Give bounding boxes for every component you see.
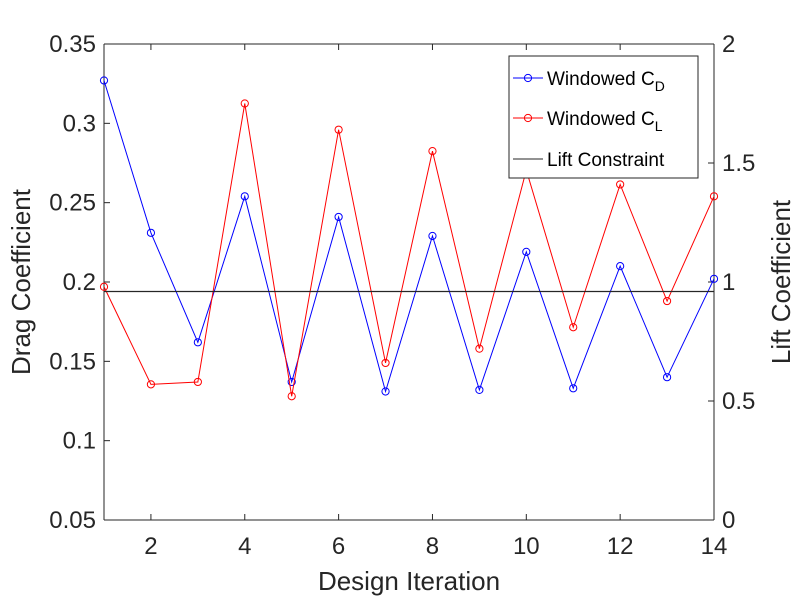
legend-label-cl: Windowed CL (547, 109, 663, 134)
data-point-cd (709, 274, 719, 283)
right-y-tick-label: 1.5 (722, 150, 755, 177)
data-point-cd (522, 247, 531, 256)
x-tick-label: 2 (144, 533, 157, 560)
left-y-tick-label: 0.35 (49, 31, 96, 58)
data-point-cd (662, 373, 672, 382)
data-point-cl (381, 358, 390, 368)
data-point-cl (240, 99, 249, 108)
data-point-cl (146, 380, 156, 389)
data-point-cd (616, 262, 625, 271)
data-point-cd (428, 231, 437, 241)
left-y-tick-label: 0.25 (49, 190, 96, 217)
data-point-cl (662, 296, 672, 306)
x-tick-label: 4 (238, 533, 251, 560)
right-y-axis-title: Lift Coefficient (766, 199, 796, 364)
series-line-cl (103, 103, 715, 397)
series-layer (99, 76, 719, 401)
data-point-cd (146, 228, 156, 237)
x-tick-label: 10 (513, 533, 540, 560)
data-point-cl (569, 323, 578, 332)
right-y-tick-label: 2 (722, 31, 735, 58)
data-point-cd (287, 377, 296, 387)
x-tick-label: 6 (332, 533, 345, 560)
data-point-cd (334, 212, 343, 222)
left-y-tick-label: 0.3 (63, 110, 96, 137)
data-point-cl (334, 125, 343, 134)
left-y-tick-label: 0.2 (63, 269, 96, 296)
series-line-cd (103, 80, 715, 394)
data-point-cl (616, 180, 625, 189)
data-point-cd (193, 338, 202, 347)
legend-marker-cd (523, 73, 533, 83)
x-tick-label: 12 (607, 533, 634, 560)
legend-subscript-cl: L (655, 118, 663, 134)
legend: Windowed CD Windowed CL Lift Constraint (508, 55, 699, 179)
data-point-cd (99, 76, 109, 85)
legend-box (508, 55, 699, 179)
data-point-cd (569, 384, 578, 393)
right-y-tick-label: 1 (722, 269, 735, 296)
data-point-cl (709, 192, 719, 201)
x-tick-label: 14 (701, 533, 728, 560)
legend-label-lift-constraint: Lift Constraint (547, 150, 665, 171)
legend-subscript-cd: D (655, 78, 665, 94)
data-point-cl (193, 377, 202, 387)
right-y-tick-label: 0 (722, 507, 735, 534)
data-point-cd (381, 387, 390, 396)
right-y-tick-label: 0.5 (722, 388, 755, 415)
left-y-tick-label: 0.15 (49, 348, 96, 375)
data-point-cl (475, 344, 484, 353)
legend-marker-cl (523, 113, 533, 123)
x-axis-title: Design Iteration (318, 566, 500, 596)
left-y-axis-title: Drag Coefficient (6, 188, 36, 375)
left-y-tick-label: 0.05 (49, 507, 96, 534)
x-tick-label: 8 (426, 533, 439, 560)
legend-label-cd: Windowed CD (547, 69, 665, 94)
data-point-cl (428, 147, 437, 156)
data-point-cd (240, 192, 249, 201)
data-point-cl (287, 392, 296, 401)
data-point-cd (475, 385, 484, 394)
left-y-tick-label: 0.1 (63, 428, 96, 455)
axes: 2 4 6 8 10 12 140.050.10.150.20.250.30.3500.51… (49, 31, 755, 560)
data-point-cl (99, 282, 109, 291)
